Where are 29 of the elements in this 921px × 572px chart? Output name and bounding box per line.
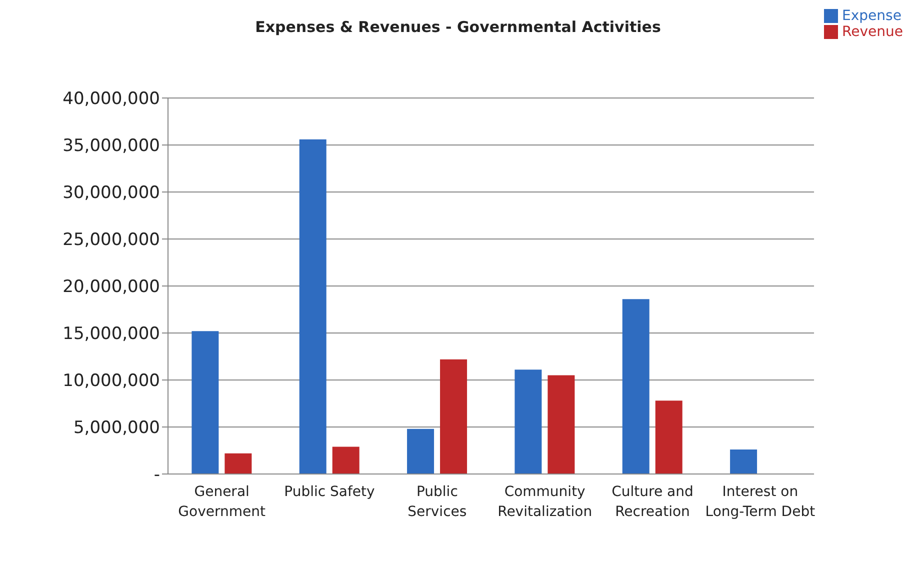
y-tick-label: 30,000,000 (62, 183, 160, 204)
y-tick-label: 20,000,000 (62, 277, 160, 298)
bar (514, 370, 542, 474)
x-tick-label: Community Revitalization (498, 484, 592, 520)
y-tick-label: - (154, 465, 160, 486)
bar (655, 400, 682, 474)
bar (440, 359, 468, 474)
x-tick-label: General Government (178, 484, 266, 520)
y-tick-label: 5,000,000 (73, 418, 160, 438)
bar (224, 453, 252, 474)
chart-title: Expenses & Revenues - Governmental Activities (254, 18, 662, 36)
x-tick-label: Public Safety (284, 484, 375, 500)
bar (622, 299, 650, 474)
legend-label: Expense (842, 8, 902, 24)
x-tick-label: Culture and Recreation (612, 484, 694, 520)
x-tick-label: Public Services (408, 484, 467, 520)
x-tick-label: Interest on Long-Term Debt (705, 484, 816, 520)
y-tick-label: 10,000,000 (62, 371, 160, 392)
bar (730, 450, 758, 474)
bar (548, 375, 575, 474)
y-tick-label: 25,000,000 (62, 230, 160, 250)
y-tick-label: 35,000,000 (62, 136, 160, 156)
bar (332, 446, 360, 474)
bar (299, 139, 326, 474)
bar (407, 428, 434, 474)
y-tick-label: 15,000,000 (62, 324, 160, 344)
legend-label: Revenue (842, 24, 903, 40)
y-tick-label: 40,000,000 (62, 89, 160, 110)
bar (192, 331, 219, 474)
